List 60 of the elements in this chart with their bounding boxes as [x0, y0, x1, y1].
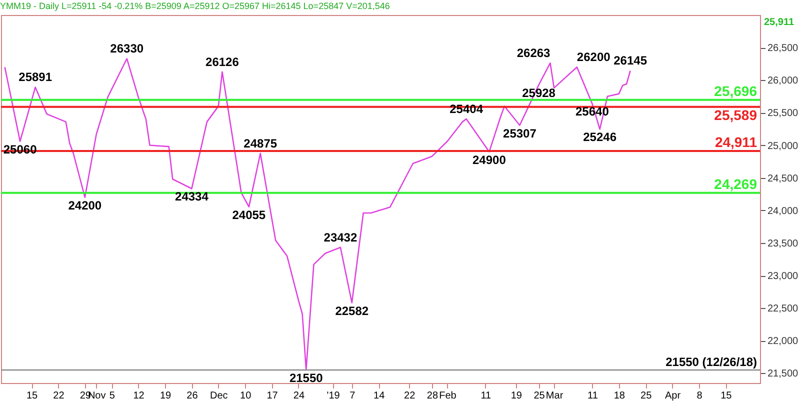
annotation: 25246	[583, 130, 617, 144]
x-tick-label: 10	[240, 390, 252, 402]
annotation: 24055	[232, 208, 266, 222]
annotation: 26126	[206, 54, 240, 69]
x-tick-label: 26	[186, 390, 198, 402]
x-tick-label: Feb	[439, 390, 457, 402]
annotation: 24334	[175, 190, 209, 204]
y-tick-label: 22,500	[768, 304, 799, 315]
y-tick-label: 25,500	[768, 108, 799, 120]
ref-line-label: 21550 (12/26/18)	[666, 354, 758, 369]
y-tick-label: 26,500	[768, 43, 799, 54]
annotation: 22582	[335, 304, 369, 318]
annotation: 24875	[244, 136, 278, 150]
x-tick-label: 17	[266, 390, 278, 402]
y-tick-label: 23,500	[768, 238, 799, 250]
x-tick-label: 11	[480, 390, 492, 402]
x-tick-label: '19	[326, 390, 340, 402]
x-tick-label: 7	[350, 390, 356, 402]
x-tick-label: 18	[614, 390, 626, 402]
ref-line-label: 25,696	[714, 82, 758, 99]
text: 25,911	[764, 17, 794, 28]
x-tick-label: 19	[510, 390, 522, 402]
x-tick-label: 25	[640, 390, 652, 402]
x-tick-label: 8	[696, 390, 703, 402]
annotation: 26263	[516, 46, 551, 60]
annotation: 26200	[576, 50, 611, 64]
x-tick-label: 19	[160, 390, 172, 402]
x-tick-label: 5	[109, 390, 116, 402]
y-tick-label: 25,000	[768, 140, 799, 152]
x-tick-label: Mar	[546, 390, 564, 402]
x-tick-label: 25	[534, 390, 546, 402]
annotation: 24200	[68, 198, 102, 212]
annotation: 26330	[110, 42, 144, 56]
y-tick-label: 24,000	[768, 206, 799, 217]
y-tick-label: 23,000	[768, 271, 799, 282]
x-tick-label: Dec	[210, 390, 228, 402]
x-tick-label: 15	[26, 390, 38, 402]
annotation: 26145	[614, 54, 648, 68]
annotation: 21550	[289, 370, 324, 385]
x-tick-label: 12	[133, 390, 145, 402]
x-tick-label: 28	[426, 390, 438, 402]
y-tick-label: 26,000	[768, 76, 799, 87]
x-tick-label: 15	[720, 390, 732, 402]
x-tick-label: 11	[587, 390, 598, 402]
chart-title: YMM19 - Daily L=25911 -54 -0.21% B=25909 A=25912 O=25967 Hi=26145 Lo=25847 V=201,546	[0, 1, 390, 11]
x-tick-label: Apr	[664, 390, 682, 402]
y-tick-label: 21,500	[768, 368, 799, 380]
x-tick-label: 24	[293, 390, 305, 402]
y-tick-label: 22,000	[768, 336, 799, 348]
annotation: 25891	[18, 70, 52, 84]
y-tick-label: 24,500	[768, 173, 799, 184]
annotation: 24900	[472, 152, 506, 167]
x-tick-label: 22	[53, 390, 65, 402]
ref-line-label: 24,911	[714, 134, 758, 150]
x-tick-label: 22	[404, 390, 416, 402]
annotation: 25307	[503, 126, 537, 140]
annotation: 23432	[324, 230, 358, 244]
ref-line-label: 25,589	[714, 106, 758, 123]
ref-line-label: 24,269	[714, 176, 758, 192]
x-tick-label: 14	[374, 390, 386, 402]
